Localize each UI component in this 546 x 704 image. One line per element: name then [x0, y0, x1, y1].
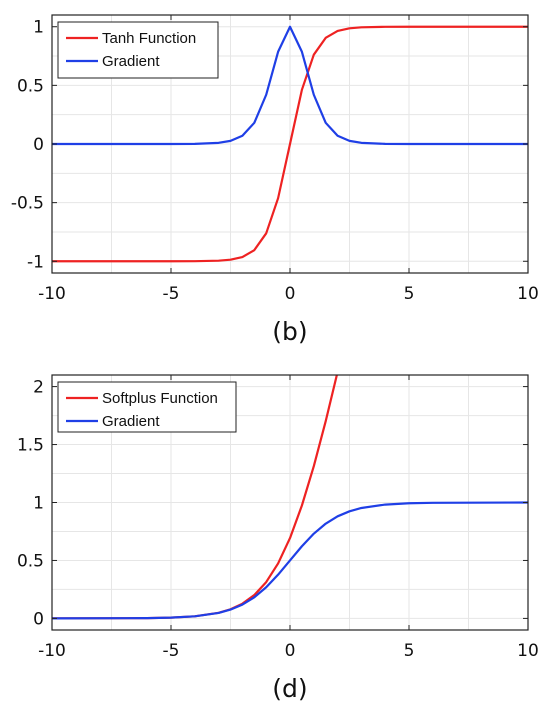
y-tick-label: 0.5: [17, 76, 44, 96]
legend-label: Gradient: [102, 413, 160, 430]
legend-label: Tanh Function: [102, 30, 196, 47]
x-tick-label: 5: [404, 284, 415, 304]
legend-label: Gradient: [102, 53, 160, 70]
y-tick-label: 1: [33, 18, 44, 38]
x-tick-label: 0: [285, 641, 296, 661]
series-line-gradient: [52, 501, 528, 620]
panel-caption: (d): [272, 674, 307, 703]
y-tick-label: 0: [33, 609, 44, 629]
legend-box: [57, 381, 237, 433]
y-tick-label: -0.5: [11, 194, 44, 214]
y-tick-label: 0: [33, 135, 44, 155]
series-line-gradient: [52, 25, 528, 146]
x-tick-label: -10: [38, 641, 66, 661]
legend-label: Softplus Function: [102, 390, 218, 407]
legend-box: [57, 21, 219, 79]
x-tick-label: 10: [517, 641, 539, 661]
x-tick-label: 0: [285, 284, 296, 304]
legend: Softplus Function Gradient: [57, 381, 237, 433]
y-tick-label: 1.5: [17, 436, 44, 456]
x-tick-label: 10: [517, 284, 539, 304]
panel-caption: (b): [272, 317, 307, 346]
x-tick-label: -5: [163, 284, 180, 304]
y-tick-label: 0.5: [17, 551, 44, 571]
panel-b: -10 -5 0 5 10 -1 -0.5 0 0.5 1 Tanh Function Gradien…: [11, 14, 539, 346]
y-tick-label: -1: [27, 252, 44, 272]
y-tick-label: 1: [33, 494, 44, 514]
x-tick-label: -5: [163, 641, 180, 661]
y-tick-label: 2: [33, 378, 44, 398]
x-tick-label: -10: [38, 284, 66, 304]
series-line-function: [52, 25, 528, 263]
x-tick-label: 5: [404, 641, 415, 661]
panel-d: -10 -5 0 5 10 0 0.5 1 1.5 2 Softplus Function Gradi…: [17, 374, 539, 703]
legend: Tanh Function Gradient: [57, 21, 219, 79]
